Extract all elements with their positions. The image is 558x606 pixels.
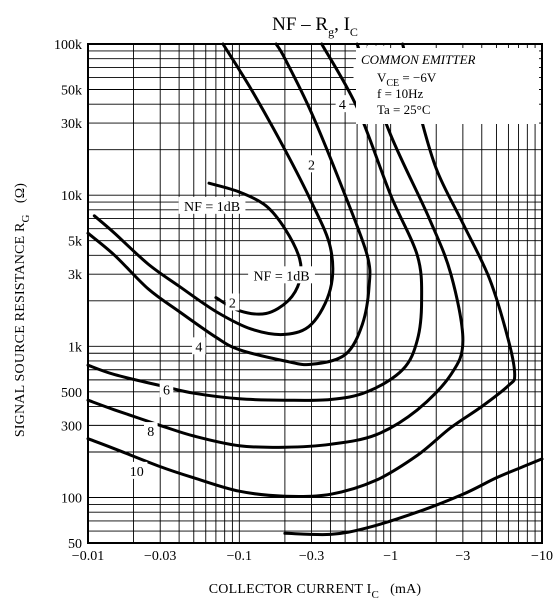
- y-axis-label: SIGNAL SOURCE RESISTANCE RG (Ω): [13, 183, 32, 437]
- y-axis-ticks: 50 100 300 500 1k 3k 5k 10k 30k 50k 100k: [54, 38, 82, 552]
- contour-label: NF = 1dB: [253, 269, 309, 284]
- conditions-heading: COMMON EMITTER: [361, 52, 476, 67]
- contour-label-background: [143, 422, 158, 440]
- contour-label-background: [159, 380, 174, 398]
- contour-label: 8: [147, 425, 154, 440]
- grid: [88, 44, 542, 543]
- x-tick-label: −10: [531, 549, 553, 564]
- contour-label-background: [335, 95, 350, 113]
- contour-label-background: [304, 155, 319, 173]
- nf-contour-curve: [86, 42, 372, 367]
- contour-label-background: [192, 337, 206, 355]
- conditions-box: COMMON EMITTER VCE = −6V f = 10Hz Ta = 2…: [356, 48, 539, 124]
- y-tick-label: 50k: [61, 84, 82, 99]
- chart-title: NF – Rg, IC: [272, 14, 358, 39]
- contour-label: 4: [339, 98, 346, 113]
- y-tick-label: 300: [61, 419, 82, 434]
- contour-label: 10: [130, 465, 144, 480]
- x-tick-label: −0.1: [227, 549, 252, 564]
- contour-label: 2: [308, 158, 315, 173]
- contour-label: 4: [195, 340, 202, 355]
- contour-label: 2: [229, 296, 236, 311]
- y-tick-label: 3k: [68, 268, 82, 283]
- y-tick-label: 100: [61, 491, 82, 506]
- contour-label: NF = 1dB: [184, 200, 240, 215]
- y-tick-label: 50: [68, 537, 82, 552]
- contour-label-background: [178, 196, 246, 214]
- nf-contour-curve: [92, 42, 335, 337]
- nf-contour-curve: [86, 42, 517, 499]
- conditions-vce: VCE = −6V: [377, 70, 437, 89]
- x-axis-ticks: −0.01 −0.03 −0.1 −0.3 −1 −3 −10: [72, 549, 553, 564]
- conditions-temperature: Ta = 25°C: [377, 102, 431, 117]
- contour-label-background: [126, 461, 148, 479]
- nf-contour-curve: [283, 457, 544, 537]
- contour-label-background: [225, 293, 240, 311]
- y-tick-label: 5k: [68, 235, 82, 250]
- x-tick-label: −3: [455, 549, 470, 564]
- plot-frame: [87, 43, 543, 544]
- contour-label: 6: [163, 383, 170, 398]
- x-axis-label: COLLECTOR CURRENT IC (mA): [209, 582, 422, 601]
- x-tick-label: −1: [383, 549, 398, 564]
- x-tick-label: −0.3: [299, 549, 324, 564]
- x-tick-label: −0.03: [144, 549, 176, 564]
- conditions-background: [356, 48, 539, 124]
- y-tick-label: 500: [61, 386, 82, 401]
- y-tick-label: 10k: [61, 189, 82, 204]
- nf-contour-curve: [86, 42, 465, 449]
- y-tick-label: 1k: [68, 340, 82, 355]
- contour-label-background: [248, 266, 315, 284]
- y-tick-label: 100k: [54, 38, 82, 53]
- x-tick-label: −0.01: [72, 549, 104, 564]
- conditions-frequency: f = 10Hz: [377, 86, 424, 101]
- y-tick-label: 30k: [61, 117, 82, 132]
